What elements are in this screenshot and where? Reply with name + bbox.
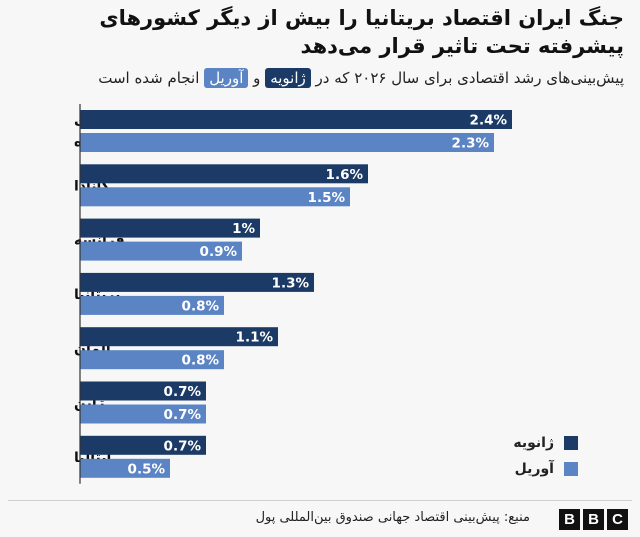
data-label: 0.8%	[182, 298, 220, 314]
data-label: 2.4%	[470, 113, 508, 129]
chart-subtitle: پیش‌بینی‌های رشد اقتصادی برای سال ۲۰۲۶ ک…	[14, 66, 624, 90]
bar-january	[80, 218, 260, 238]
subtitle-january-highlight: ژانویه	[265, 68, 311, 88]
data-label: 0.9%	[200, 244, 238, 260]
data-label: 0.7%	[164, 438, 202, 454]
bar-january	[80, 381, 206, 401]
legend-item-april: آوریل	[513, 456, 578, 482]
bar-chart: ایالاتمتحده2.4%2.3%کانادا1.6%1.5%فرانسه1…	[74, 104, 512, 484]
subtitle-april-highlight: آوریل	[204, 68, 249, 88]
bbc-logo-letter: C	[607, 509, 628, 530]
legend-swatch-april	[564, 462, 578, 476]
bar-april	[80, 350, 224, 370]
data-label: 1.5%	[308, 190, 346, 206]
chart-legend: ژانویه آوریل	[513, 430, 578, 482]
data-label: 1.3%	[272, 275, 310, 291]
legend-item-january: ژانویه	[513, 430, 578, 456]
bar-january	[80, 164, 368, 184]
data-label: 1.6%	[326, 167, 364, 183]
data-label: 0.5%	[128, 461, 166, 477]
data-label: 0.7%	[164, 407, 202, 423]
bbc-logo-letter: B	[583, 509, 604, 530]
legend-label-april: آوریل	[514, 461, 554, 477]
bar-january	[80, 327, 278, 347]
bar-april	[80, 404, 206, 424]
legend-swatch-january	[564, 436, 578, 450]
data-label: 1.1%	[236, 330, 274, 346]
bar-january	[80, 272, 314, 292]
subtitle-text-end: انجام شده است	[98, 69, 200, 87]
bbc-logo-letter: B	[559, 509, 580, 530]
data-label: 0.7%	[164, 384, 202, 400]
subtitle-text-start: پیش‌بینی‌های رشد اقتصادی برای سال ۲۰۲۶ ک…	[315, 69, 624, 87]
data-label: 2.3%	[452, 136, 490, 152]
bar-january	[80, 435, 206, 455]
bar-january	[80, 110, 512, 129]
bar-april	[80, 187, 350, 207]
source-note: منبع: پیش‌بینی اقتصاد جهانی صندوق بین‌ال…	[255, 510, 530, 525]
bar-april	[80, 133, 494, 152]
bar-april	[80, 295, 224, 315]
subtitle-and: و	[253, 69, 261, 87]
bar-april	[80, 241, 242, 261]
chart-title: جنگ ایران اقتصاد بریتانیا را بیش از دیگر…	[99, 6, 624, 58]
legend-label-january: ژانویه	[513, 435, 554, 451]
data-label: 0.8%	[182, 353, 220, 369]
bar-april	[80, 458, 170, 478]
footer-divider	[8, 500, 632, 501]
bbc-logo: B B C	[559, 509, 628, 530]
data-label: 1%	[232, 221, 255, 237]
